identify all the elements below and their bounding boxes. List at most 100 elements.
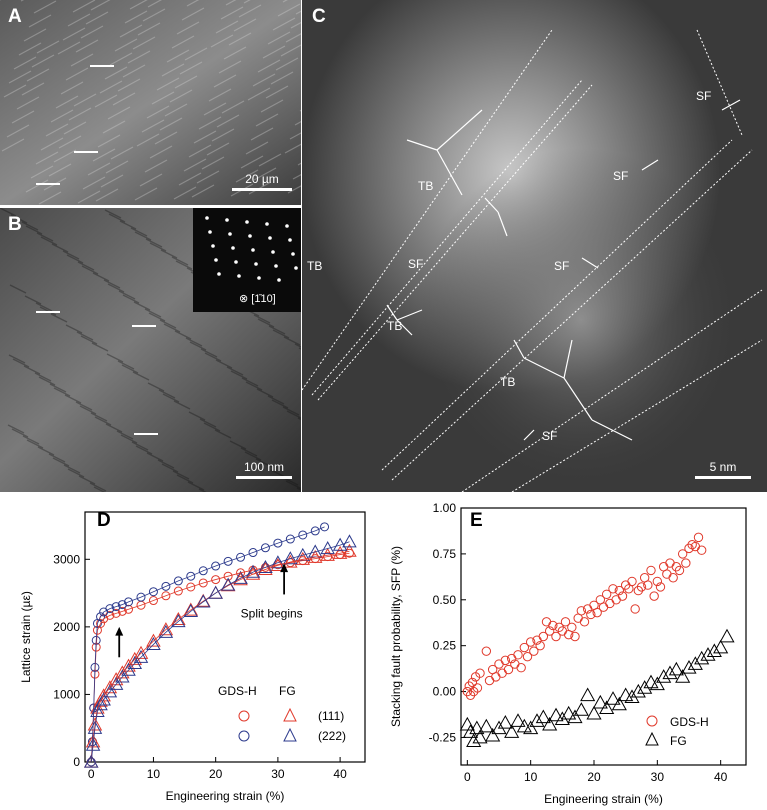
data-point bbox=[481, 646, 492, 656]
diffraction-spot bbox=[294, 266, 298, 270]
panel-label-c: C bbox=[312, 6, 326, 27]
panel-e-chart: 0 10 20 30 40 -0.25 0.00 0.25 0.50 0.75 1.00 Engine… bbox=[384, 500, 767, 810]
data-point bbox=[260, 543, 270, 553]
diffraction-spot bbox=[277, 278, 281, 282]
texture-streak bbox=[137, 22, 161, 36]
texture-streak bbox=[283, 336, 301, 346]
data-point bbox=[111, 608, 121, 618]
texture-streak bbox=[105, 423, 123, 433]
texture-streak bbox=[79, 405, 97, 415]
x-tick-label: 10 bbox=[524, 770, 538, 784]
texture-streak bbox=[31, 54, 55, 68]
texture-streak bbox=[38, 376, 56, 386]
texture-streak bbox=[25, 179, 49, 193]
boundary-marker bbox=[563, 339, 573, 379]
texture-streak bbox=[247, 87, 271, 101]
data-point bbox=[681, 659, 697, 674]
data-point bbox=[687, 656, 703, 670]
data-point bbox=[332, 537, 348, 551]
y-tick-label: 3000 bbox=[53, 552, 80, 566]
data-point bbox=[513, 650, 523, 660]
texture-streak bbox=[18, 42, 42, 56]
data-point bbox=[560, 617, 571, 627]
texture-streak bbox=[45, 123, 69, 137]
texture-streak bbox=[188, 411, 206, 421]
legend-marker bbox=[645, 731, 659, 746]
texture-streak bbox=[174, 75, 198, 89]
data-point bbox=[161, 591, 171, 601]
data-point bbox=[655, 582, 666, 592]
texture-streak bbox=[272, 329, 290, 339]
legend-marker bbox=[283, 727, 297, 742]
texture-streak bbox=[286, 410, 301, 419]
texture-streak bbox=[289, 132, 301, 140]
data-point bbox=[567, 709, 583, 724]
annotation-label: SF bbox=[554, 259, 569, 273]
panel-label-e: E bbox=[470, 510, 483, 531]
texture-streak bbox=[8, 70, 32, 84]
data-point bbox=[233, 572, 248, 586]
texture-streak bbox=[50, 313, 68, 323]
texture-streak bbox=[154, 131, 178, 145]
texture-streak bbox=[103, 279, 121, 289]
data-point bbox=[87, 720, 103, 734]
data-point bbox=[674, 565, 685, 576]
data-point bbox=[500, 655, 511, 666]
data-point bbox=[561, 705, 577, 720]
x-axis-label: Engineering strain (%) bbox=[166, 789, 285, 803]
data-point bbox=[124, 597, 134, 607]
texture-streak bbox=[131, 441, 149, 451]
texture-streak bbox=[216, 114, 240, 128]
data-point bbox=[320, 522, 330, 532]
data-point bbox=[344, 548, 354, 558]
diffraction-spot bbox=[268, 236, 272, 240]
texture-streak bbox=[275, 57, 299, 71]
fault-trace bbox=[381, 139, 733, 471]
data-point bbox=[478, 718, 494, 733]
data-point bbox=[608, 584, 618, 594]
data-point bbox=[693, 532, 704, 543]
texture-streak bbox=[51, 243, 69, 253]
texture-streak bbox=[200, 348, 218, 358]
texture-streak bbox=[119, 24, 143, 38]
texture-streak bbox=[240, 155, 264, 169]
texture-streak bbox=[11, 110, 35, 124]
texture-streak bbox=[161, 63, 185, 77]
scale-bar-c-text: 5 nm bbox=[709, 460, 737, 474]
legend-marker bbox=[283, 707, 297, 722]
texture-streak bbox=[215, 359, 233, 369]
data-point bbox=[706, 643, 722, 658]
data-point bbox=[662, 665, 678, 680]
texture-streak bbox=[72, 0, 96, 13]
texture-streak bbox=[121, 364, 139, 374]
texture-streak bbox=[49, 383, 67, 393]
texture-streak bbox=[118, 290, 136, 300]
diffraction-spot bbox=[251, 248, 255, 252]
texture-streak bbox=[285, 480, 301, 490]
texture-streak bbox=[34, 372, 52, 382]
y-axis-label: Stacking fault probability, SFP (%) bbox=[389, 546, 403, 727]
data-point bbox=[510, 713, 526, 727]
texture-streak bbox=[160, 249, 178, 259]
data-point bbox=[102, 684, 118, 698]
texture-streak bbox=[163, 323, 181, 333]
data-point bbox=[148, 596, 158, 606]
texture-streak bbox=[156, 77, 180, 91]
data-point bbox=[491, 720, 507, 735]
texture-streak bbox=[48, 453, 66, 463]
texture-streak bbox=[265, 85, 289, 99]
data-point bbox=[548, 620, 558, 631]
data-point bbox=[522, 651, 533, 662]
data-point bbox=[687, 540, 697, 550]
texture-streak bbox=[116, 430, 134, 440]
data-point bbox=[529, 646, 539, 656]
texture-streak bbox=[66, 254, 84, 264]
data-point bbox=[96, 692, 111, 706]
texture-streak bbox=[122, 294, 140, 304]
texture-streak bbox=[130, 227, 148, 237]
diffraction-spot bbox=[234, 260, 238, 264]
texture-streak bbox=[183, 158, 207, 172]
data-point bbox=[158, 624, 174, 638]
scale-bar-a-text: 20 µm bbox=[245, 172, 279, 186]
texture-streak bbox=[67, 468, 85, 478]
